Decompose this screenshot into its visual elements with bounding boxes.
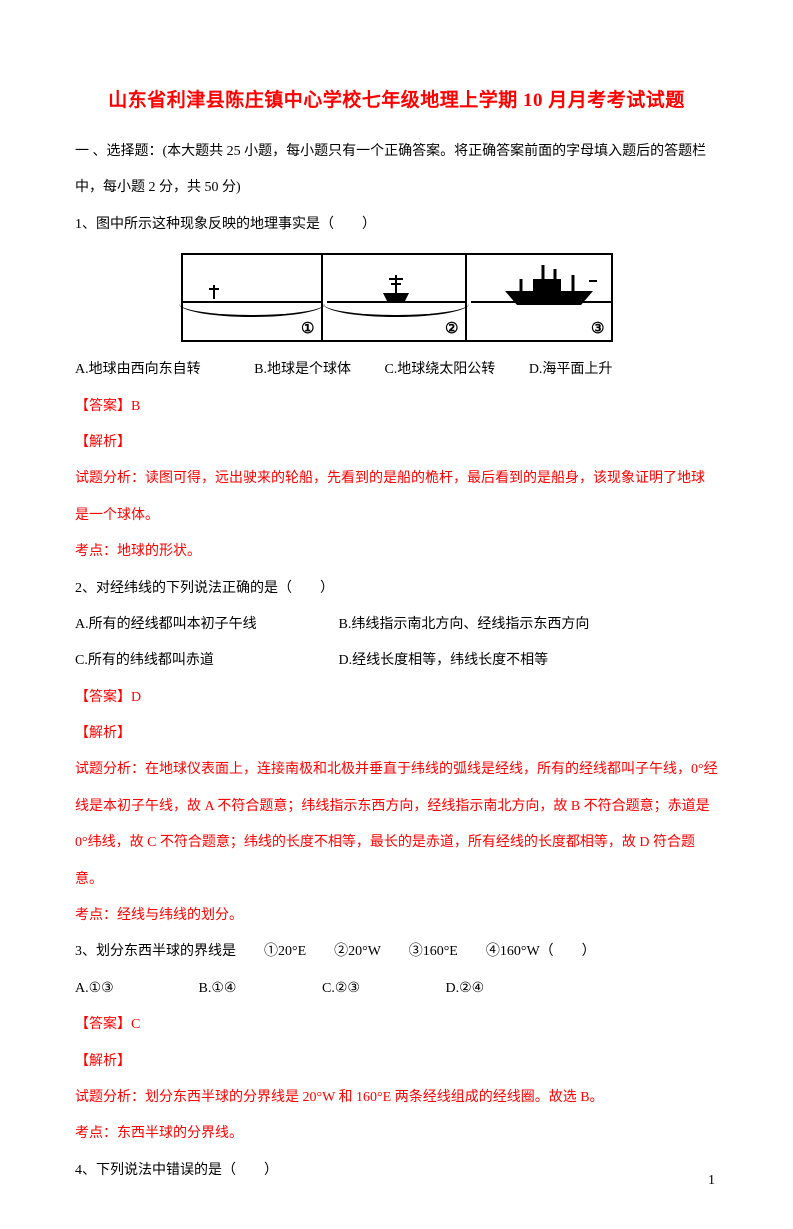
q2-optA: A.所有的经线都叫本初子午线 — [75, 607, 335, 643]
q2-jiexi-label: 【解析】 — [75, 716, 718, 752]
q1-jiexi-label: 【解析】 — [75, 425, 718, 461]
q2-text: 2、对经纬线的下列说法正确的是（ ） — [75, 571, 718, 607]
panel-1-label: ① — [301, 319, 314, 338]
q1-text: 1、图中所示这种现象反映的地理事实是（ ） — [75, 207, 718, 243]
q1-optD: D.海平面上升 — [529, 352, 613, 388]
q2-point: 考点：经线与纬线的划分。 — [75, 898, 718, 934]
q3-optA: A.①③ — [75, 971, 195, 1007]
panel-2-label: ② — [445, 319, 458, 338]
q1-analysis: 试题分析：读图可得，远出驶来的轮船，先看到的是船的桅杆，最后看到的是船身，该现象… — [75, 461, 718, 534]
q2-analysis: 试题分析：在地球仪表面上，连接南极和北极并垂直于纬线的弧线是经线，所有的经线都叫… — [75, 752, 718, 898]
q1-optA: A.地球由西向东自转 — [75, 352, 201, 388]
q1-optC: C.地球绕太阳公转 — [384, 352, 495, 388]
q2-options-row1: A.所有的经线都叫本初子午线 B.纬线指示南北方向、经线指示东西方向 — [75, 607, 718, 643]
q1-answer: 【答案】B — [75, 389, 718, 425]
q3-analysis: 试题分析：划分东西半球的分界线是 20°W 和 160°E 两条经线组成的经线圈… — [75, 1080, 718, 1116]
ship-mast-icon — [205, 283, 223, 301]
q2-answer: 【答案】D — [75, 680, 718, 716]
page-number: 1 — [708, 1173, 715, 1189]
q3-text: 3、划分东西半球的界线是 ①20°E ②20°W ③160°E ④160°W（ … — [75, 934, 718, 970]
q4-text: 4、下列说法中错误的是（ ） — [75, 1153, 718, 1189]
q2-options-row2: C.所有的纬线都叫赤道 D.经线长度相等，纬线长度不相等 — [75, 643, 718, 679]
q3-optB: B.①④ — [199, 971, 319, 1007]
q3-answer: 【答案】C — [75, 1007, 718, 1043]
page-title: 山东省利津县陈庄镇中心学校七年级地理上学期 10 月月考考试试题 — [75, 85, 718, 112]
ship-half-icon — [379, 273, 413, 303]
q3-optC: C.②③ — [322, 971, 442, 1007]
q3-options: A.①③ B.①④ C.②③ D.②④ — [75, 971, 718, 1007]
q2-optD: D.经线长度相等，纬线长度不相等 — [339, 653, 549, 668]
q2-optB: B.纬线指示南北方向、经线指示东西方向 — [339, 617, 590, 632]
panel-3-label: ③ — [591, 319, 604, 338]
ship-full-icon — [499, 261, 599, 307]
q1-options: A.地球由西向东自转 B.地球是个球体 C.地球绕太阳公转 D.海平面上升 — [75, 352, 718, 388]
q3-jiexi-label: 【解析】 — [75, 1044, 718, 1080]
section-instructions: 一 、选择题：(本大题共 25 小题，每小题只有一个正确答案。将正确答案前面的字… — [75, 134, 718, 207]
q1-point: 考点：地球的形状。 — [75, 534, 718, 570]
q1-figure: ① ② — [75, 253, 718, 342]
q3-optD: D.②④ — [446, 971, 566, 1007]
q1-optB: B.地球是个球体 — [254, 352, 351, 388]
q2-optC: C.所有的纬线都叫赤道 — [75, 643, 335, 679]
